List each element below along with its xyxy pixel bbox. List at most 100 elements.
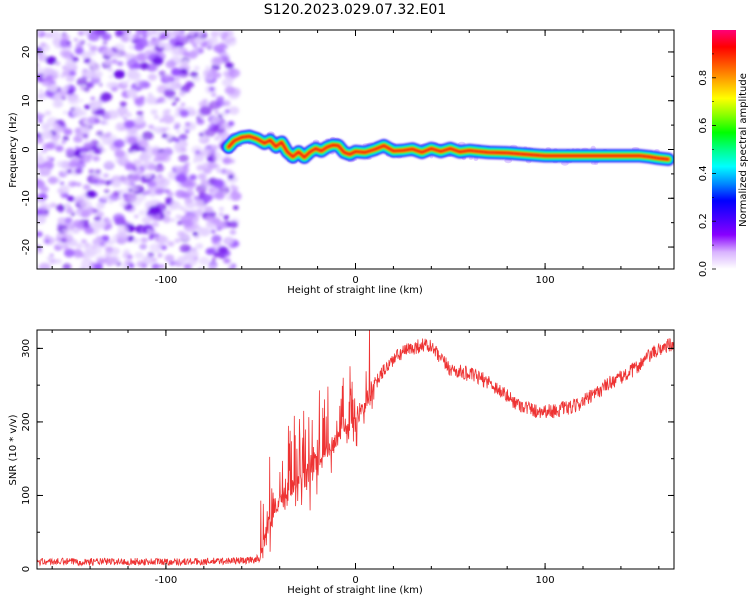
noise-speck	[37, 231, 43, 238]
spectrogram-y-tick-label: 20	[21, 46, 32, 59]
spectrogram-content	[37, 30, 674, 269]
noise-speck	[93, 215, 102, 222]
noise-speck	[207, 161, 218, 170]
noise-speck	[157, 235, 169, 245]
noise-speck	[108, 109, 118, 117]
noise-speck	[216, 169, 223, 174]
colorbar-label: Normalized spectral amplitude	[738, 73, 749, 227]
noise-speck	[121, 81, 128, 86]
noise-speck	[57, 241, 65, 247]
noise-speck	[169, 260, 176, 266]
noise-speck	[105, 194, 111, 199]
noise-speck	[142, 192, 147, 196]
noise-speck	[162, 109, 171, 116]
noise-speck	[80, 125, 91, 134]
ridge-halo-speck	[594, 162, 598, 165]
noise-speck	[90, 100, 103, 109]
noise-speck	[179, 244, 192, 253]
noise-speck	[182, 60, 189, 65]
noise-speck	[180, 147, 187, 153]
noise-speck	[149, 192, 156, 197]
noise-speck	[78, 265, 87, 269]
noise-speck	[102, 120, 110, 126]
noise-speck	[211, 257, 216, 262]
noise-speck	[185, 129, 190, 134]
noise-speck	[207, 124, 212, 128]
noise-speck	[127, 33, 136, 41]
noise-speck	[96, 202, 105, 210]
noise-speck	[199, 132, 204, 137]
noise-speck	[118, 196, 123, 200]
noise-speck	[211, 239, 218, 245]
noise-speck	[123, 116, 128, 120]
noise-speck	[108, 240, 115, 246]
noise-speck	[209, 87, 215, 92]
noise-speck	[38, 262, 51, 269]
colorbar-gradient	[712, 30, 736, 269]
noise-speck	[97, 212, 105, 218]
noise-speck	[73, 195, 84, 204]
noise-speck	[41, 67, 53, 76]
noise-speck	[150, 37, 161, 46]
noise-speck	[174, 41, 184, 49]
noise-speck	[44, 110, 52, 116]
noise-speck	[213, 44, 224, 53]
noise-speck	[198, 256, 210, 266]
noise-speck	[210, 229, 216, 234]
noise-speck	[151, 221, 160, 228]
snr-plot-area	[37, 330, 674, 569]
snr-x-tick-label: -100	[155, 575, 178, 586]
noise-speck	[37, 215, 47, 225]
noise-speck	[135, 30, 148, 36]
noise-speck	[228, 106, 240, 115]
noise-speck	[100, 92, 113, 102]
noise-speck	[55, 100, 64, 107]
noise-speck	[59, 74, 66, 79]
noise-speck	[199, 136, 207, 142]
noise-speck	[47, 176, 58, 185]
noise-speck	[83, 184, 91, 191]
noise-speck	[64, 249, 75, 258]
noise-speck	[102, 41, 108, 45]
noise-speck	[209, 37, 219, 45]
noise-speck	[103, 173, 109, 178]
noise-speck	[174, 238, 181, 243]
noise-speck	[229, 159, 236, 164]
snr-y-tick-label: 0	[21, 566, 32, 572]
noise-speck	[190, 71, 199, 78]
noise-speck	[56, 160, 65, 168]
noise-speck	[79, 99, 84, 103]
noise-speck	[105, 246, 114, 253]
noise-speck	[138, 139, 149, 148]
noise-speck	[96, 258, 106, 265]
noise-speck	[179, 73, 184, 77]
noise-speck	[177, 165, 190, 175]
noise-speck	[88, 149, 94, 154]
noise-speck	[227, 266, 235, 269]
noise-speck	[227, 68, 241, 78]
noise-speck	[205, 214, 213, 221]
snr-x-tick-label: 0	[352, 575, 358, 586]
noise-speck	[37, 92, 47, 101]
noise-speck	[224, 169, 233, 176]
noise-speck	[221, 78, 233, 87]
noise-speck	[97, 143, 104, 148]
noise-speck	[81, 239, 87, 244]
noise-speck	[104, 160, 114, 168]
noise-speck	[98, 83, 103, 87]
noise-speck	[104, 251, 112, 258]
noise-speck	[158, 70, 166, 77]
noise-speck	[82, 133, 89, 138]
noise-speck	[83, 58, 91, 64]
noise-speck	[139, 96, 146, 101]
noise-speck	[101, 33, 112, 41]
noise-speck	[193, 209, 204, 217]
noise-speck	[180, 68, 188, 75]
noise-speck	[66, 88, 75, 95]
noise-speck	[148, 124, 154, 129]
noise-speck	[154, 126, 164, 134]
noise-speck	[193, 199, 205, 208]
noise-speck	[72, 108, 84, 118]
noise-speck	[130, 173, 142, 182]
